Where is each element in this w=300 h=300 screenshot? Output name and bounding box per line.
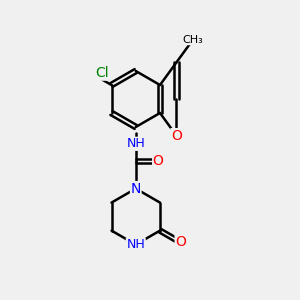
Text: O: O <box>171 129 182 143</box>
Text: Cl: Cl <box>95 66 109 80</box>
Text: NH: NH <box>126 137 145 150</box>
Text: CH₃: CH₃ <box>182 35 203 45</box>
Text: NH: NH <box>126 238 145 251</box>
Text: N: N <box>130 182 141 196</box>
Text: O: O <box>175 236 186 250</box>
Text: O: O <box>153 154 164 168</box>
